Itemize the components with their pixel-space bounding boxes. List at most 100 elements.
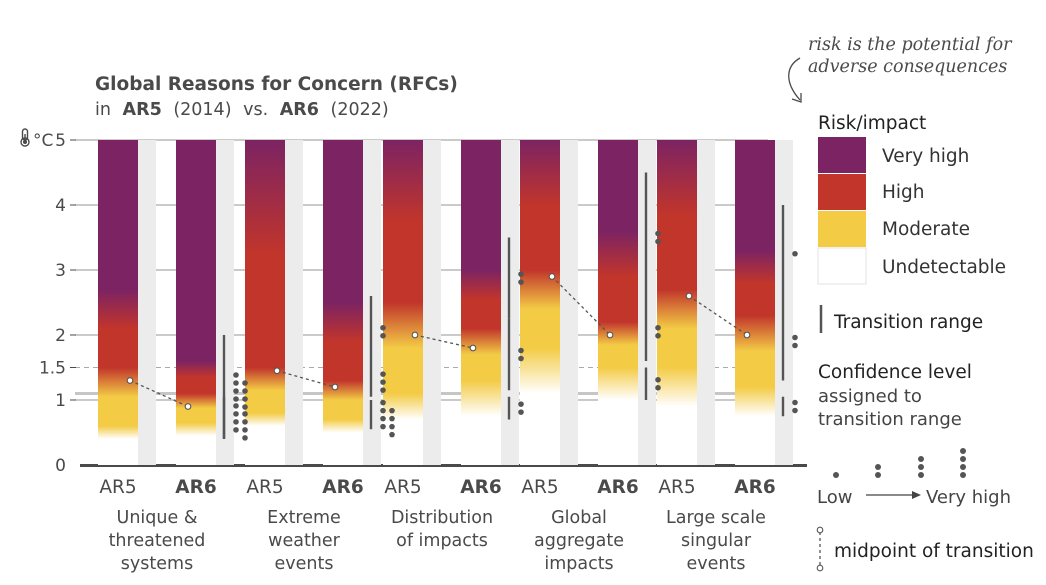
legend-confidence-dot (918, 472, 924, 478)
confidence-dot (380, 408, 386, 414)
confidence-dot (792, 408, 798, 414)
confidence-dot (380, 371, 386, 377)
category-label: threatened (109, 531, 206, 551)
category-label: Unique & (117, 508, 198, 528)
midpoint-marker (332, 384, 338, 390)
thermometer-icon (21, 129, 29, 146)
legend: Risk/impact Very high High Moderate Unde… (817, 113, 1034, 571)
confidence-dot (792, 335, 798, 341)
ember-bar-ar5 (98, 140, 138, 465)
confidence-dot (518, 409, 524, 415)
ember-bar-ar6 (735, 140, 775, 465)
confidence-dot (242, 435, 248, 441)
y-tick-label: 1.5 (39, 359, 66, 379)
midpoint-marker (607, 332, 613, 338)
legend-midpoint-bottom-marker (817, 565, 823, 571)
category-label: systems (121, 554, 193, 574)
confidence-dot (233, 388, 239, 394)
legend-confidence-dot (875, 472, 881, 478)
confidence-dot (389, 408, 395, 414)
note-arrow-icon (789, 58, 800, 100)
confidence-dot (518, 271, 524, 277)
bar-label: AR6 (322, 477, 363, 498)
confidence-dot (380, 333, 386, 339)
confidence-dot (233, 372, 239, 378)
bar-label: AR5 (521, 477, 558, 498)
confidence-dot (380, 400, 386, 406)
confidence-dot (792, 343, 798, 349)
confidence-dot (518, 348, 524, 354)
confidence-dot (792, 251, 798, 257)
confidence-dot (655, 333, 661, 339)
confidence-dot (380, 424, 386, 430)
category-label: of impacts (396, 531, 488, 551)
legend-confidence-dot (875, 464, 881, 470)
confidence-dot (518, 401, 524, 407)
legend-confidence-dot (960, 456, 966, 462)
category-label: Global (551, 508, 607, 528)
confidence-dot (242, 388, 248, 394)
legend-confidence-dot (918, 464, 924, 470)
midpoint-marker (470, 345, 476, 351)
legend-confidence-sub-2: transition range (818, 409, 962, 430)
confidence-dot (233, 396, 239, 402)
confidence-dot (389, 416, 395, 422)
legend-midpoint-label: midpoint of transition (834, 541, 1034, 562)
ember-bar-ar6 (461, 140, 501, 465)
confidence-dot (233, 403, 239, 409)
legend-transition-label: Transition range (833, 312, 983, 333)
category-label: singular (681, 531, 752, 551)
confidence-dot (389, 432, 395, 438)
bar-label: AR5 (384, 477, 421, 498)
legend-label-undetectable: Undetectable (882, 257, 1006, 278)
legend-midpoint-top-marker (817, 527, 823, 533)
category-label: Distribution (391, 508, 493, 528)
bar-label: AR5 (99, 477, 136, 498)
subtitle-ar5: AR5 (123, 100, 162, 120)
legend-confidence-title: Confidence level (818, 362, 972, 383)
bar-label: AR5 (658, 477, 695, 498)
legend-confidence-sub-1: assigned to (818, 386, 922, 407)
chart-title: Global Reasons for Concern (RFCs) (95, 74, 458, 95)
legend-swatch-high (818, 174, 866, 210)
confidence-dot (233, 380, 239, 386)
confidence-dot (655, 377, 661, 383)
category-label: Extreme (267, 508, 341, 528)
confidence-dot (242, 411, 248, 417)
category-label: events (275, 554, 334, 574)
midpoint-marker (686, 293, 692, 299)
confidence-dot (655, 325, 661, 331)
legend-confidence-dots (833, 448, 966, 478)
legend-label-moderate: Moderate (882, 219, 970, 240)
ember-bar-ar6 (598, 140, 638, 465)
confidence-dot (242, 419, 248, 425)
legend-swatch-undetectable (818, 248, 866, 284)
category-label: weather (268, 531, 341, 551)
confidence-dot (242, 396, 248, 402)
risk-note-line-1: risk is the potential for (808, 35, 1013, 55)
confidence-dot (655, 385, 661, 391)
midpoint-marker (127, 378, 133, 384)
subtitle-ar5-year: (2014) (173, 100, 231, 120)
legend-confidence-dot (833, 472, 839, 478)
category-label: events (687, 554, 746, 574)
confidence-dot (518, 279, 524, 285)
risk-note: risk is the potential for adverse conseq… (789, 35, 1013, 102)
midpoint-marker (274, 368, 280, 374)
y-axis-unit: °C (33, 131, 53, 151)
confidence-dot (242, 427, 248, 433)
subtitle-ar6-year: (2022) (331, 100, 389, 120)
midpoint-marker (185, 404, 191, 410)
legend-swatch-very-high (818, 137, 866, 173)
bar-label: AR5 (246, 477, 283, 498)
legend-confidence-low: Low (817, 487, 852, 508)
bar-label: AR6 (597, 477, 638, 498)
midpoint-marker (412, 332, 418, 338)
bar-label: AR6 (175, 477, 216, 498)
confidence-dot (233, 419, 239, 425)
y-tick-label: 3 (55, 261, 66, 281)
category-label: impacts (544, 554, 613, 574)
legend-swatch-moderate (818, 211, 866, 247)
bar-label: AR6 (734, 477, 775, 498)
ember-bar-ar5 (245, 140, 285, 465)
